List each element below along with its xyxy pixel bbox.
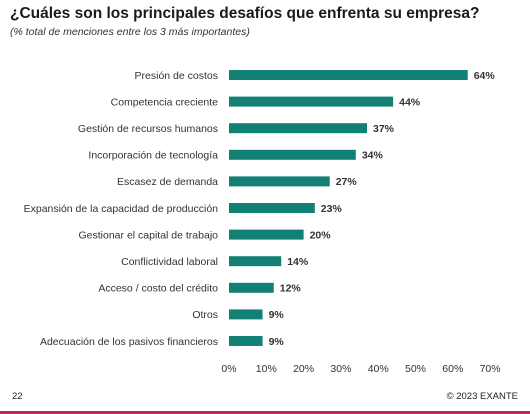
data-label: 34% — [362, 150, 384, 162]
category-label: Otros — [192, 309, 218, 321]
x-tick-label: 50% — [405, 363, 426, 375]
x-tick-label: 20% — [293, 363, 314, 375]
bar — [229, 229, 304, 240]
category-label: Presión de costos — [135, 70, 218, 82]
data-label: 37% — [373, 123, 395, 135]
category-label: Conflictividad laboral — [121, 256, 218, 268]
bar — [229, 282, 274, 293]
x-tick-label: 40% — [368, 363, 389, 375]
data-label: 23% — [321, 203, 343, 215]
bar — [229, 203, 315, 213]
category-label: Acceso / costo del crédito — [98, 283, 218, 295]
data-label: 9% — [269, 336, 285, 348]
bar — [229, 176, 330, 187]
data-label: 20% — [310, 229, 332, 241]
data-label: 14% — [287, 256, 309, 268]
bar-chart: Presión de costos 64% Competencia crecient… — [24, 70, 501, 375]
bar — [229, 70, 468, 80]
chart-subtitle: (% total de menciones entre los 3 más im… — [10, 26, 250, 38]
accent-bar — [0, 411, 530, 414]
category-label: Expansión de la capacidad de producción — [24, 203, 219, 215]
bar — [229, 96, 394, 107]
category-label: Adecuación de los pasivos financieros — [40, 336, 218, 348]
x-tick-label: 70% — [480, 363, 501, 375]
x-tick-label: 0% — [221, 363, 236, 375]
bar — [229, 256, 282, 267]
data-label: 44% — [399, 96, 421, 108]
category-label: Gestionar el capital de trabajo — [79, 229, 219, 241]
category-label: Gestión de recursos humanos — [78, 123, 218, 135]
x-tick-label: 30% — [330, 363, 351, 375]
bar — [229, 123, 368, 134]
bar — [229, 336, 263, 346]
category-label: Escasez de demanda — [117, 176, 218, 188]
data-label: 9% — [269, 309, 285, 321]
x-tick-label: 10% — [256, 363, 277, 375]
copyright: © 2023 EXANTE — [446, 391, 518, 402]
data-label: 27% — [336, 176, 358, 188]
category-label: Competencia creciente — [111, 96, 219, 108]
x-tick-label: 60% — [442, 363, 463, 375]
page-number: 22 — [12, 391, 23, 402]
bar — [229, 309, 263, 320]
category-label: Incorporación de tecnología — [88, 150, 218, 162]
bar — [229, 149, 356, 160]
data-label: 64% — [474, 70, 496, 82]
data-label: 12% — [280, 283, 302, 295]
chart-title: ¿Cuáles son los principales desafíos que… — [10, 5, 480, 22]
